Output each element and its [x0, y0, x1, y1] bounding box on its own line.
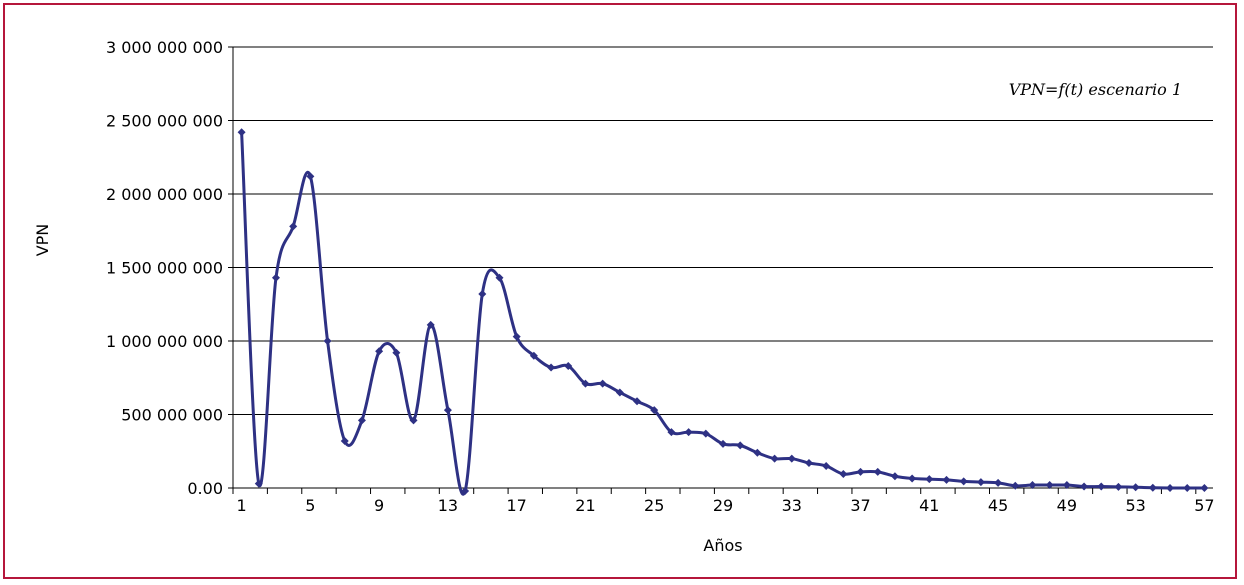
- data-point: [443, 406, 452, 415]
- data-point: [547, 363, 556, 372]
- x-tick-label: 5: [305, 496, 315, 515]
- data-point: [804, 459, 813, 468]
- data-point: [254, 479, 263, 488]
- data-point: [392, 348, 401, 357]
- data-point: [1131, 483, 1140, 492]
- data-point: [856, 467, 865, 476]
- data-point: [1045, 481, 1054, 490]
- x-tick-label: 25: [644, 496, 664, 515]
- data-point: [753, 448, 762, 457]
- y-tick-label: 3 000 000 000: [106, 38, 223, 57]
- x-tick-label: 45: [988, 496, 1008, 515]
- data-point: [994, 478, 1003, 487]
- data-point: [1166, 484, 1175, 492]
- data-point: [598, 379, 607, 388]
- data-point: [357, 416, 366, 425]
- data-point: [271, 273, 280, 282]
- data-point: [650, 406, 659, 415]
- data-point: [633, 397, 642, 406]
- chart-annotation: VPN=f(t) escenario 1: [1009, 80, 1182, 99]
- data-point: [839, 470, 848, 479]
- data-point: [925, 475, 934, 484]
- data-point: [237, 128, 246, 137]
- x-tick-label: 53: [1125, 496, 1145, 515]
- data-point: [1080, 482, 1089, 491]
- data-point: [1200, 484, 1209, 492]
- data-point: [323, 337, 332, 345]
- x-axis-title: Años: [703, 536, 742, 555]
- data-point: [375, 347, 384, 356]
- data-point: [1097, 482, 1106, 491]
- data-point: [976, 478, 985, 487]
- data-point: [701, 429, 710, 438]
- data-point: [873, 467, 882, 476]
- data-point: [478, 289, 487, 298]
- data-point: [959, 477, 968, 486]
- data-point: [426, 320, 435, 329]
- data-point: [890, 472, 899, 481]
- x-tick-label: 13: [438, 496, 458, 515]
- x-axis-ticks: 1 5 9 13 17 21 25 29 33 37 41 45 49 53 57: [232, 488, 1215, 515]
- data-point: [1148, 483, 1157, 492]
- y-axis-ticks: 0.00 500 000 000 1 000 000 000 1 500 000 00…: [106, 38, 233, 498]
- x-tick-label: 57: [1194, 496, 1214, 515]
- data-point: [736, 441, 745, 450]
- data-point: [1062, 481, 1071, 490]
- series-line: [237, 128, 1209, 496]
- x-tick-label: 37: [850, 496, 870, 515]
- y-tick-label: 500 000 000: [121, 406, 223, 425]
- x-tick-label: 49: [1057, 496, 1077, 515]
- data-point: [942, 475, 951, 484]
- data-point: [615, 388, 624, 397]
- data-point: [581, 379, 590, 388]
- data-point: [822, 461, 831, 470]
- data-point: [289, 222, 298, 231]
- data-point: [306, 172, 315, 181]
- x-tick-label: 1: [237, 496, 247, 515]
- data-point: [1011, 481, 1020, 490]
- data-point: [1114, 482, 1123, 491]
- y-tick-label: 1 000 000 000: [106, 332, 223, 351]
- x-tick-label: 9: [374, 496, 384, 515]
- data-point: [495, 273, 504, 282]
- data-point: [409, 416, 418, 425]
- y-tick-label: 2 000 000 000: [106, 185, 223, 204]
- gridlines: [233, 46, 1213, 415]
- data-point: [461, 486, 470, 495]
- data-point: [340, 436, 349, 445]
- y-tick-label: 1 500 000 000: [106, 259, 223, 278]
- data-point: [1028, 481, 1037, 490]
- y-tick-label: 0.00: [187, 479, 223, 498]
- x-tick-label: 21: [575, 496, 595, 515]
- data-point: [770, 454, 779, 463]
- data-point: [719, 439, 727, 448]
- y-tick-label: 2 500 000 000: [106, 112, 223, 131]
- data-point: [529, 351, 538, 360]
- x-tick-label: 41: [919, 496, 939, 515]
- x-tick-label: 33: [782, 496, 802, 515]
- y-axis-title: VPN: [33, 224, 52, 257]
- data-point: [512, 332, 521, 341]
- data-point: [787, 454, 796, 463]
- data-point: [1183, 484, 1192, 492]
- data-point: [667, 428, 676, 437]
- data-point: [564, 361, 573, 370]
- data-point: [684, 428, 693, 437]
- x-tick-label: 17: [507, 496, 527, 515]
- series-path: [240, 132, 1205, 496]
- x-tick-label: 29: [713, 496, 733, 515]
- data-point: [908, 474, 917, 483]
